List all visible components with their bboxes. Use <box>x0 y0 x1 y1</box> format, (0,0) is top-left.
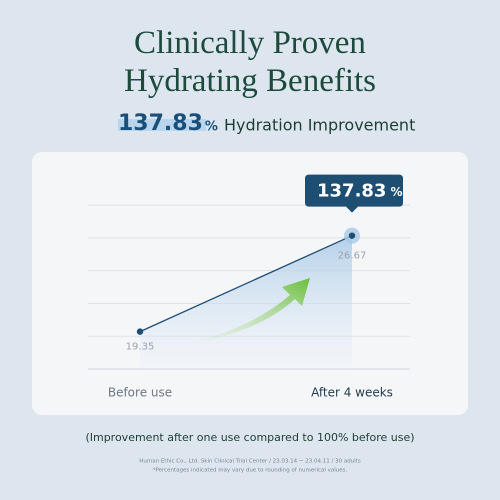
title: Clinically Proven Hydrating Benefits <box>123 25 377 99</box>
arrow <box>180 278 310 345</box>
point <box>136 328 144 335</box>
headline-unit: % <box>205 120 218 135</box>
source: Human Ethic Co., Ltd. Skin Clinical Tria… <box>139 459 361 465</box>
callout-value: 137.83 <box>317 181 386 202</box>
x-tick-label: Before use <box>108 386 172 400</box>
area <box>140 235 352 369</box>
value-label: 26.67 <box>338 251 367 262</box>
callout-box <box>305 174 403 213</box>
value-label: 19.35 <box>126 342 155 353</box>
line <box>139 235 353 333</box>
disclaimer: *Percentages indicated may vary due to r… <box>153 468 348 474</box>
headline-text: Hydration Improvement <box>224 116 415 135</box>
headline-value: 137.83 <box>118 111 203 136</box>
point <box>348 232 356 239</box>
x-tick-label: After 4 weeks <box>311 386 393 400</box>
note: (Improvement after one use compared to 1… <box>85 431 414 444</box>
highlight <box>118 119 206 131</box>
callout-unit: % <box>390 185 402 199</box>
